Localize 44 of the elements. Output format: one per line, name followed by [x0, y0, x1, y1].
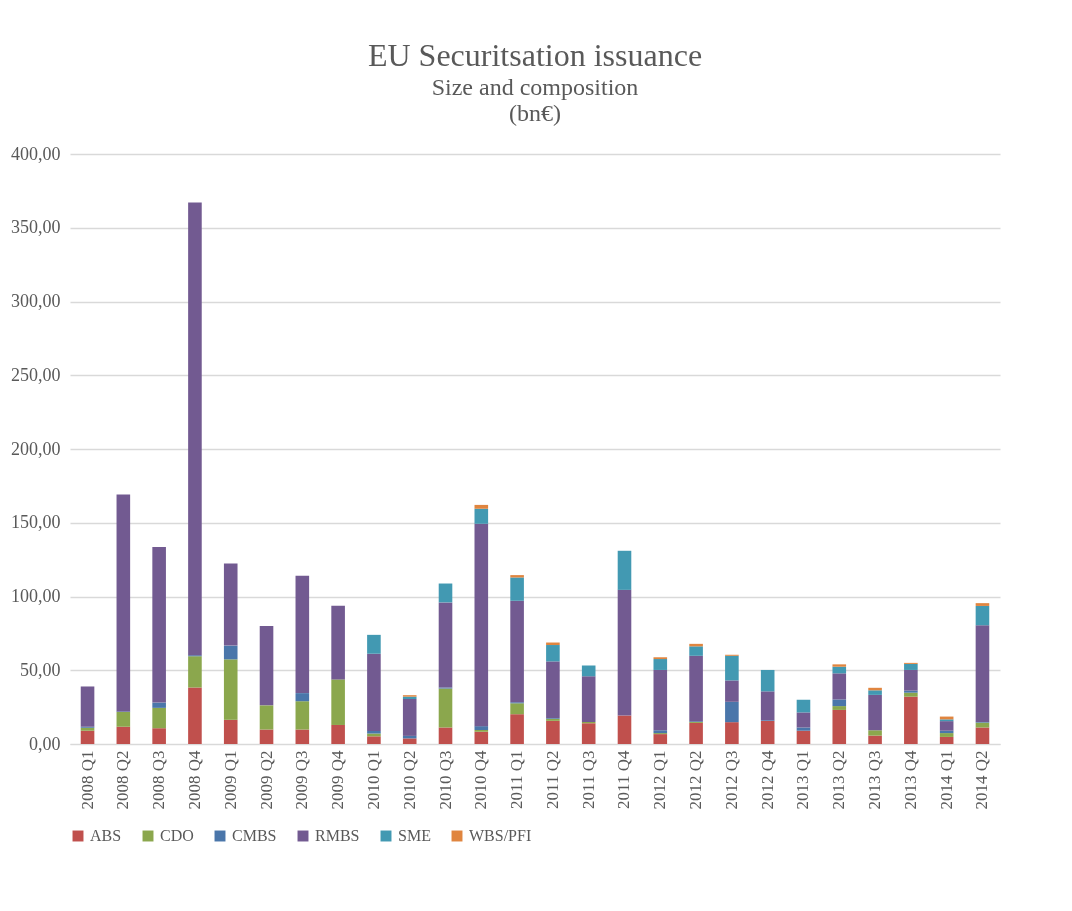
- legend-label: RMBS: [315, 827, 360, 844]
- x-tick-label: 2008 Q3: [149, 750, 169, 810]
- legend-label: WBS/PFI: [469, 827, 532, 844]
- x-tick-label: 2010 Q2: [399, 750, 419, 810]
- y-tick-label: 100,00: [11, 586, 61, 606]
- x-tick-label: 2008 Q4: [184, 750, 204, 810]
- y-tick-label: 300,00: [11, 291, 61, 311]
- chart-title: EU Securitsation issuance: [367, 37, 703, 73]
- x-tick-label: 2010 Q1: [363, 750, 383, 810]
- x-tick-label: 2011 Q1: [507, 750, 527, 809]
- x-tick-label: 2009 Q3: [292, 750, 312, 810]
- x-tick-label: 2009 Q2: [256, 750, 276, 810]
- x-tick-label: 2012 Q4: [757, 750, 777, 810]
- legend-label: ABS: [90, 827, 122, 844]
- x-tick-label: 2013 Q4: [900, 750, 920, 810]
- x-tick-label: 2013 Q1: [793, 750, 813, 810]
- x-tick-label: 2011 Q2: [542, 750, 562, 809]
- x-tick-label: 2009 Q4: [328, 750, 348, 810]
- x-tick-label: 2013 Q3: [865, 750, 885, 810]
- x-tick-label: 2008 Q2: [113, 750, 133, 810]
- x-tick-label: 2011 Q4: [614, 750, 634, 809]
- x-tick-label: 2014 Q2: [972, 750, 992, 810]
- y-tick-label: 50,00: [20, 659, 61, 680]
- y-tick-label: 350,00: [11, 217, 61, 238]
- x-tick-label: 2012 Q1: [650, 750, 670, 810]
- y-tick-label: 0,00: [29, 733, 61, 754]
- x-tick-label: 2009 Q1: [220, 750, 240, 810]
- x-tick-label: 2014 Q1: [936, 750, 956, 810]
- legend-label: CMBS: [232, 827, 277, 844]
- x-tick-label: 2008 Q1: [77, 750, 97, 810]
- legend-label: SME: [398, 827, 431, 844]
- y-tick-label: 400,00: [11, 143, 61, 164]
- x-tick-label: 2013 Q2: [829, 750, 849, 810]
- y-tick-label: 150,00: [11, 512, 61, 533]
- x-tick-label: 2011 Q3: [578, 750, 598, 809]
- chart-subtitle: Size and composition: [431, 74, 639, 100]
- x-tick-label: 2012 Q2: [686, 750, 706, 810]
- x-tick-label: 2010 Q3: [435, 750, 455, 810]
- y-tick-label: 200,00: [11, 438, 61, 459]
- text: (bn€): [509, 100, 561, 126]
- y-tick-label: 250,00: [11, 364, 61, 385]
- legend-label: CDO: [160, 827, 194, 844]
- x-tick-label: 2010 Q4: [471, 750, 491, 810]
- x-tick-label: 2012 Q3: [721, 750, 741, 810]
